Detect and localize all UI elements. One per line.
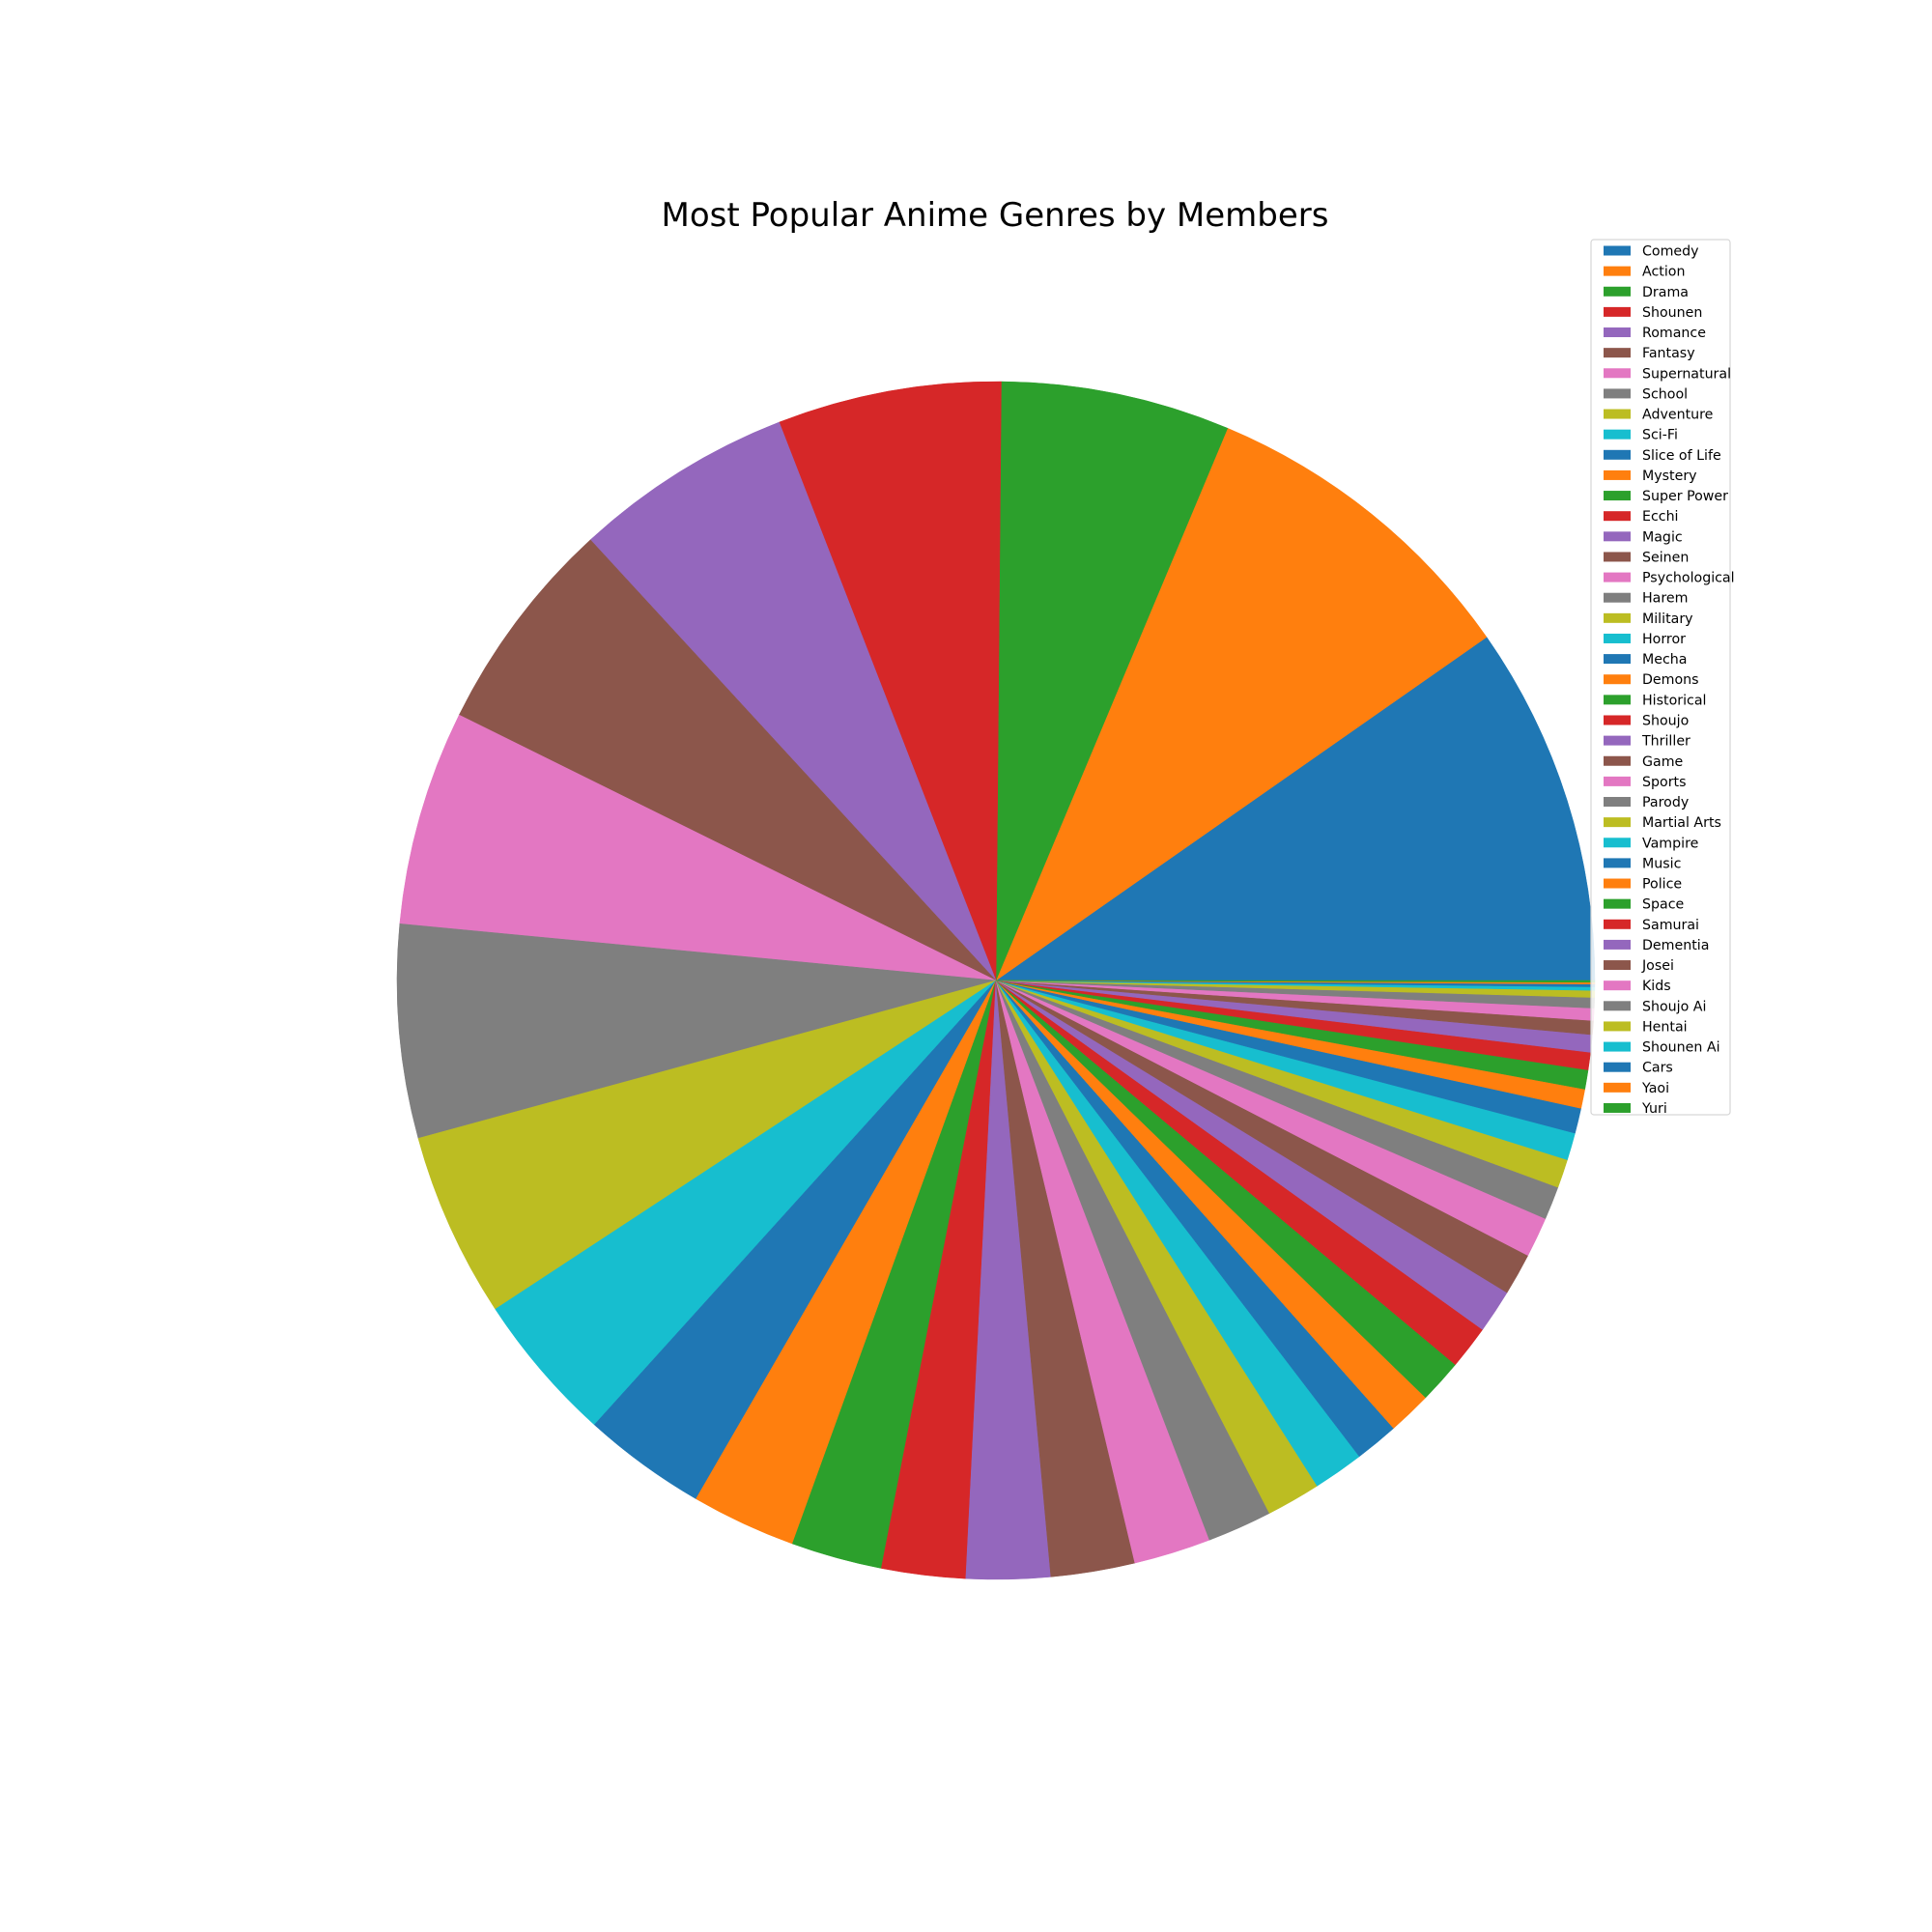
pie-slices (396, 381, 1596, 1580)
legend-swatch (1604, 633, 1631, 643)
legend-label: Dementia (1642, 938, 1709, 953)
pie-slice-fantasy (458, 539, 997, 981)
legend-label: Yaoi (1641, 1081, 1669, 1096)
legend-label: Slice of Life (1642, 448, 1721, 464)
legend-label: Space (1642, 897, 1684, 913)
legend-label: Seinen (1642, 550, 1689, 565)
legend-label: Sports (1642, 775, 1686, 790)
pie-slice-adventure (417, 980, 997, 1310)
pie-slice-action (995, 427, 1488, 981)
legend-label: Fantasy (1642, 346, 1695, 361)
legend-swatch (1604, 817, 1631, 828)
legend-swatch (1604, 1082, 1631, 1093)
legend-label: Mystery (1642, 469, 1697, 484)
pie-slice-supernatural (399, 714, 997, 981)
legend-swatch (1604, 715, 1631, 725)
legend-label: Magic (1642, 529, 1683, 545)
legend-swatch (1604, 654, 1631, 665)
legend-label: Shounen (1642, 305, 1702, 321)
legend-swatch (1604, 858, 1631, 868)
legend-swatch (1604, 449, 1631, 460)
legend-label: Yuri (1641, 1101, 1667, 1117)
legend-label: Thriller (1641, 734, 1690, 750)
chart-title: Most Popular Anime Genres by Members (662, 196, 1329, 235)
legend-swatch (1604, 1102, 1631, 1113)
legend-swatch (1604, 409, 1631, 419)
legend: Comedy Action Drama Shounen Romance Fantasy Su… (1590, 239, 1735, 1117)
legend-label: Military (1642, 611, 1693, 627)
legend-label: Kids (1642, 979, 1671, 994)
legend-swatch (1604, 286, 1631, 297)
legend-swatch (1604, 1041, 1631, 1052)
legend-swatch (1604, 368, 1631, 379)
legend-label: Harem (1642, 591, 1688, 607)
legend-label: Martial Arts (1642, 815, 1721, 831)
legend-label: Romance (1642, 326, 1706, 341)
legend-label: Action (1642, 265, 1685, 280)
pie-slice-romance (589, 421, 997, 981)
legend-swatch (1604, 1001, 1631, 1011)
legend-swatch (1604, 1021, 1631, 1032)
legend-swatch (1604, 898, 1631, 909)
legend-swatch (1604, 919, 1631, 929)
legend-label: Hentai (1642, 1019, 1688, 1035)
legend-label: Historical (1642, 693, 1706, 708)
legend-label: Shounen Ai (1642, 1040, 1720, 1056)
pie-slice-shounen (779, 381, 1002, 981)
legend-swatch (1604, 266, 1631, 276)
legend-swatch (1604, 531, 1631, 542)
legend-swatch (1604, 245, 1631, 256)
legend-swatch (1604, 552, 1631, 562)
legend-label: Comedy (1642, 244, 1699, 260)
legend-swatch (1604, 878, 1631, 889)
legend-label: Parody (1642, 795, 1689, 810)
legend-swatch (1604, 306, 1631, 317)
legend-label: Supernatural (1642, 366, 1731, 382)
legend-swatch (1604, 980, 1631, 991)
legend-items: Comedy Action Drama Shounen Romance Fantasy Su… (1604, 244, 1735, 1117)
legend-swatch (1604, 695, 1631, 705)
legend-swatch (1604, 327, 1631, 338)
legend-label: School (1642, 386, 1688, 402)
legend-swatch (1604, 491, 1631, 501)
legend-swatch (1604, 674, 1631, 685)
legend-label: Samurai (1642, 918, 1699, 933)
legend-label: Psychological (1642, 571, 1735, 586)
legend-label: Sci-Fi (1642, 428, 1678, 443)
pie-slice-school (396, 923, 997, 1139)
legend-swatch (1604, 776, 1631, 786)
legend-swatch (1604, 960, 1631, 971)
legend-swatch (1604, 429, 1631, 440)
legend-swatch (1604, 388, 1631, 399)
legend-swatch (1604, 838, 1631, 848)
legend-label: Vampire (1642, 836, 1698, 851)
legend-swatch (1604, 592, 1631, 603)
legend-label: Horror (1642, 632, 1686, 647)
legend-label: Police (1642, 877, 1682, 893)
legend-label: Demons (1642, 672, 1699, 688)
legend-swatch (1604, 939, 1631, 950)
legend-label: Ecchi (1642, 509, 1679, 525)
legend-label: Cars (1642, 1061, 1673, 1076)
legend-label: Music (1642, 856, 1681, 871)
legend-swatch (1604, 735, 1631, 746)
legend-swatch (1604, 612, 1631, 623)
legend-swatch (1604, 511, 1631, 522)
legend-label: Mecha (1642, 652, 1687, 668)
legend-swatch (1604, 572, 1631, 582)
legend-swatch (1604, 1062, 1631, 1072)
legend-label: Drama (1642, 285, 1689, 300)
legend-label: Shoujo (1642, 713, 1689, 728)
legend-swatch (1604, 348, 1631, 358)
legend-label: Shoujo Ai (1642, 999, 1706, 1014)
legend-swatch (1604, 755, 1631, 766)
legend-swatch (1604, 469, 1631, 480)
legend-label: Josei (1641, 958, 1674, 974)
pie-slice-drama (995, 381, 1229, 981)
legend-label: Adventure (1642, 408, 1713, 423)
legend-swatch (1604, 797, 1631, 808)
legend-label: Super Power (1642, 489, 1728, 504)
legend-label: Game (1642, 754, 1683, 770)
